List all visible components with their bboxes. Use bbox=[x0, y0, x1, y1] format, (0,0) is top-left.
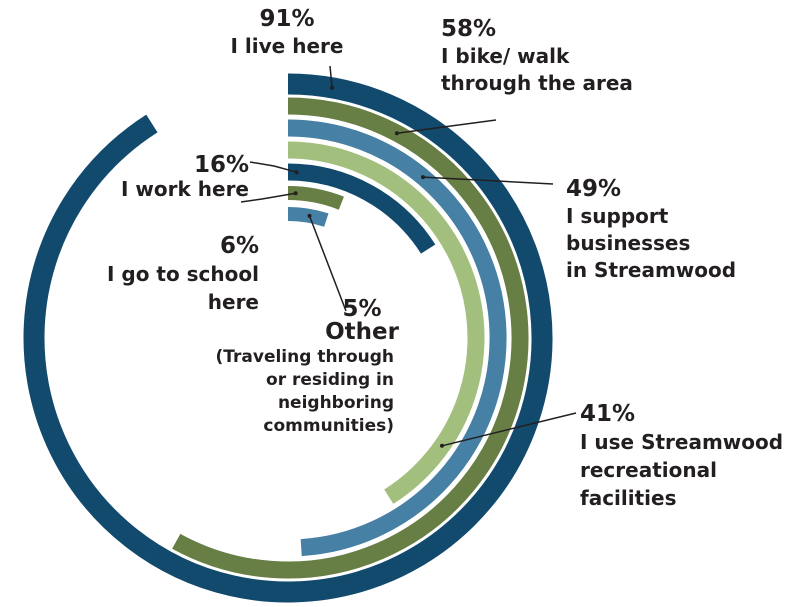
arc-5-percent bbox=[287, 207, 329, 227]
category-label: I work here bbox=[121, 177, 249, 201]
note-label: or residing in bbox=[266, 370, 394, 390]
note-label: communities) bbox=[263, 416, 394, 436]
series-label-1: 91%I live here bbox=[231, 6, 344, 58]
category-label: I support bbox=[566, 204, 669, 228]
percent-label: 49% bbox=[566, 176, 621, 202]
percent-label: 16% bbox=[194, 152, 249, 178]
leader-dot bbox=[394, 131, 399, 136]
category-label: in Streamwood bbox=[566, 258, 736, 282]
leader-dot bbox=[307, 213, 312, 218]
leader-dot bbox=[293, 191, 298, 196]
category-label: businesses bbox=[566, 231, 690, 255]
note-label: neighboring bbox=[278, 393, 394, 413]
category-label: through the area bbox=[441, 71, 633, 95]
category-label: Other bbox=[325, 319, 400, 345]
percent-label: 91% bbox=[259, 6, 314, 32]
series-label-7: 5%Other(Traveling through or residing in n… bbox=[216, 296, 400, 436]
note-label: (Traveling through bbox=[216, 347, 394, 367]
category-label: recreational bbox=[580, 458, 717, 482]
category-label: I bike/ walk bbox=[441, 44, 570, 68]
leader-line bbox=[422, 176, 554, 185]
percent-label: 5% bbox=[342, 296, 381, 322]
leader-line bbox=[240, 192, 296, 203]
leader-line bbox=[441, 412, 577, 447]
percent-label: 58% bbox=[441, 16, 496, 42]
leader-line bbox=[249, 161, 297, 173]
category-label: I use Streamwood bbox=[580, 430, 783, 454]
percent-label: 6% bbox=[220, 233, 259, 259]
leader-dot bbox=[440, 443, 444, 448]
series-label-3: 49%I support businesses in Streamwood bbox=[566, 176, 736, 282]
series-label-6: 6% I go to school here bbox=[107, 233, 259, 314]
category-label: I go to school bbox=[107, 262, 259, 286]
series-label-2: 58%I bike/ walk through the area bbox=[441, 16, 633, 95]
arc-16-percent bbox=[287, 163, 436, 254]
category-label: I live here bbox=[231, 34, 344, 58]
arc-6-percent bbox=[287, 186, 344, 210]
category-label: here bbox=[208, 290, 259, 314]
category-label: facilities bbox=[580, 486, 677, 510]
arc-49-percent bbox=[287, 119, 507, 557]
leader-dot bbox=[294, 170, 299, 175]
leader-dot bbox=[330, 85, 335, 90]
leader-line bbox=[329, 65, 333, 88]
percent-label: 41% bbox=[580, 401, 635, 427]
leader-line bbox=[396, 119, 497, 134]
series-label-5: 16%I work here bbox=[121, 152, 249, 201]
arc-91-percent bbox=[23, 73, 553, 603]
leader-line bbox=[308, 215, 347, 312]
series-label-4: 41% I use Streamwood recreational facilitie… bbox=[580, 401, 783, 510]
leader-dot bbox=[421, 175, 425, 180]
arc-58-percent bbox=[172, 97, 529, 579]
